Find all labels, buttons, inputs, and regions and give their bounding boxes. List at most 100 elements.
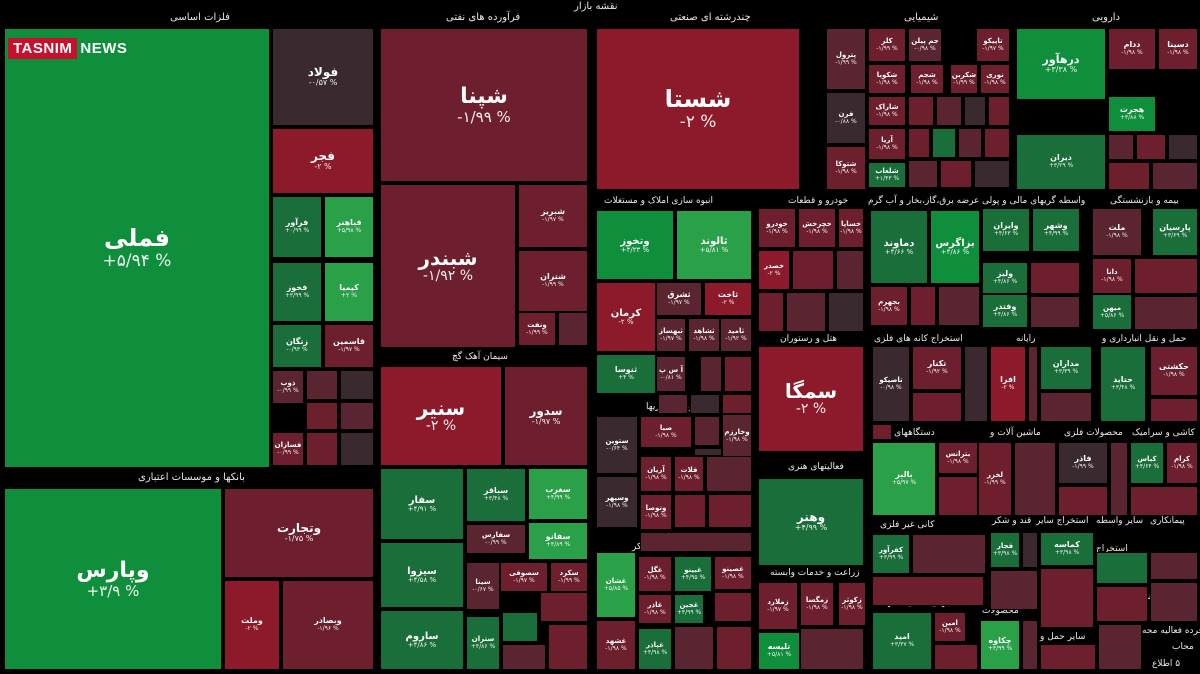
symbol-tile[interactable]: خچرخش -۱/۹۸ % <box>798 208 836 248</box>
symbol-tile[interactable]: سینا -۰/۶۷ % <box>466 562 500 610</box>
symbol-tile[interactable]: جم پیلن -۰/۹۸ % <box>908 28 942 62</box>
symbol-tile[interactable] <box>1108 134 1134 160</box>
symbol-tile[interactable]: ثشرق -۱/۹۷ % <box>656 282 702 316</box>
symbol-tile[interactable]: پترول -۱/۹۹ % <box>826 28 866 90</box>
symbol-tile[interactable]: تکنار -۱/۹۲ % <box>912 346 962 390</box>
symbol-tile[interactable] <box>908 128 930 158</box>
symbol-tile[interactable] <box>786 292 826 332</box>
symbol-tile[interactable] <box>974 160 1010 188</box>
symbol-tile[interactable]: ذوب -۰/۹۹ % <box>272 370 304 404</box>
symbol-tile[interactable]: وبصادر -۱/۹۶ % <box>282 580 374 670</box>
symbol-tile[interactable] <box>758 292 784 332</box>
symbol-tile[interactable]: سنیر -۲ % <box>380 366 502 466</box>
symbol-tile[interactable]: قاسمین -۱/۹۷ % <box>324 324 374 368</box>
symbol-tile[interactable]: شاراک -۱/۹۸ % <box>868 96 906 126</box>
symbol-tile[interactable] <box>716 626 752 670</box>
symbol-tile[interactable] <box>1022 532 1038 568</box>
symbol-tile[interactable] <box>722 394 752 414</box>
symbol-tile[interactable]: خساپا -۱/۹۸ % <box>838 208 864 248</box>
symbol-tile[interactable] <box>912 534 986 574</box>
symbol-tile[interactable]: وتوصا -۱/۹۸ % <box>640 494 672 530</box>
symbol-tile[interactable]: زکوثر -۱/۹۸ % <box>838 582 866 626</box>
symbol-tile[interactable]: تاپیکو -۱/۹۷ % <box>976 28 1010 62</box>
symbol-tile[interactable] <box>1040 392 1092 422</box>
symbol-tile[interactable]: بزاگرس +۴/۸۶ % <box>930 210 980 284</box>
symbol-tile[interactable] <box>558 312 588 346</box>
symbol-tile[interactable] <box>306 402 338 430</box>
symbol-tile[interactable]: افرا -۲ % <box>990 346 1026 422</box>
symbol-tile[interactable]: آریان -۱/۹۸ % <box>640 456 672 492</box>
symbol-tile[interactable] <box>1108 162 1150 190</box>
symbol-tile[interactable] <box>938 476 978 516</box>
symbol-tile[interactable] <box>1134 258 1198 294</box>
symbol-tile[interactable]: شجم -۱/۹۸ % <box>910 64 944 94</box>
symbol-tile[interactable]: غشان +۵/۸۵ % <box>596 552 636 618</box>
symbol-tile[interactable] <box>1110 442 1128 516</box>
symbol-tile[interactable]: ددام -۱/۹۸ % <box>1108 28 1156 70</box>
symbol-tile[interactable]: میهن +۵/۸۶ % <box>1092 294 1132 330</box>
symbol-tile[interactable] <box>340 370 374 400</box>
symbol-tile[interactable]: شکربن -۱/۹۹ % <box>950 64 978 94</box>
symbol-tile[interactable]: غپاذر +۴/۹۸ % <box>638 628 672 670</box>
symbol-tile[interactable]: وشهر +۴/۹۹ % <box>1032 208 1080 252</box>
symbol-tile[interactable]: غشهد -۱/۹۸ % <box>596 620 636 670</box>
symbol-tile[interactable]: تلیسه +۵/۸۱ % <box>758 632 800 670</box>
symbol-tile[interactable]: نوری -۱/۹۸ % <box>980 64 1010 94</box>
symbol-tile[interactable] <box>1030 296 1080 328</box>
symbol-tile[interactable]: ولیز +۴/۸۶ % <box>982 262 1028 294</box>
symbol-tile[interactable] <box>1130 486 1198 516</box>
symbol-tile[interactable] <box>1150 398 1198 422</box>
symbol-tile[interactable]: شتوکا -۱/۹۸ % <box>826 146 866 190</box>
symbol-tile[interactable]: وفتدر +۴/۸۶ % <box>982 294 1028 328</box>
symbol-tile[interactable]: ثاخت -۲ % <box>704 282 752 316</box>
symbol-tile[interactable] <box>1150 552 1198 580</box>
symbol-tile[interactable] <box>936 96 962 126</box>
symbol-tile[interactable] <box>990 570 1038 610</box>
symbol-tile[interactable]: کرام -۱/۹۸ % <box>1166 442 1198 484</box>
symbol-tile[interactable] <box>1168 134 1198 160</box>
symbol-tile[interactable]: فسازان -۰/۹۹ % <box>272 432 304 466</box>
symbol-tile[interactable]: غجین +۴/۹۹ % <box>674 594 704 624</box>
symbol-tile[interactable] <box>958 128 982 158</box>
symbol-tile[interactable]: فاذر -۱/۹۹ % <box>1058 442 1108 484</box>
symbol-tile[interactable] <box>910 286 936 326</box>
symbol-tile[interactable]: فرآور +۰/۹۹ % <box>272 196 322 258</box>
symbol-tile[interactable]: مداران +۳/۳۹ % <box>1040 346 1092 390</box>
symbol-tile[interactable] <box>708 494 752 528</box>
symbol-tile[interactable]: سفار +۴/۹۱ % <box>380 468 464 540</box>
symbol-tile[interactable] <box>1136 134 1166 160</box>
symbol-tile[interactable] <box>694 416 720 446</box>
symbol-tile[interactable]: پارسیان +۳/۶۹ % <box>1152 208 1198 256</box>
symbol-tile[interactable]: بترانس -۱/۹۸ % <box>938 442 978 474</box>
symbol-tile[interactable]: صبا -۱/۹۸ % <box>640 416 692 448</box>
symbol-tile[interactable]: ستوین -۰/۶۴ % <box>596 416 638 474</box>
symbol-tile[interactable]: وایران +۴/۶۳ % <box>982 208 1030 252</box>
symbol-tile[interactable]: شلعاب +۱/۴۳ % <box>868 162 906 188</box>
symbol-tile[interactable]: شبندر -۱/۹۲ % <box>380 184 516 348</box>
symbol-tile[interactable]: کماسه +۳/۹۸ % <box>1040 532 1094 566</box>
symbol-tile[interactable]: ثامید -۱/۹۲ % <box>720 318 752 352</box>
symbol-tile[interactable] <box>1030 262 1080 294</box>
symbol-tile[interactable] <box>502 612 538 642</box>
symbol-tile[interactable] <box>964 96 986 126</box>
symbol-tile[interactable] <box>940 160 972 188</box>
symbol-tile[interactable] <box>658 394 688 414</box>
symbol-tile[interactable]: کیاس +۴/۶۴ % <box>1130 442 1164 484</box>
symbol-tile[interactable] <box>1040 644 1096 670</box>
symbol-tile[interactable]: زمگسا -۱/۹۸ % <box>800 582 834 626</box>
symbol-tile[interactable] <box>674 494 706 528</box>
symbol-tile[interactable] <box>1152 162 1198 190</box>
symbol-tile[interactable]: خودرو -۱/۹۸ % <box>758 208 796 248</box>
symbol-tile[interactable] <box>640 532 752 552</box>
symbol-tile[interactable]: وخارزم -۱/۹۸ % <box>722 414 752 458</box>
symbol-tile[interactable] <box>800 628 864 670</box>
symbol-tile[interactable]: دسینا -۱/۹۸ % <box>1158 28 1198 70</box>
symbol-tile[interactable]: آ س پ -۰/۸۱ % <box>656 356 686 392</box>
symbol-tile[interactable] <box>872 424 892 440</box>
symbol-tile[interactable]: زملارد -۱/۹۷ % <box>758 582 798 630</box>
symbol-tile[interactable]: ثالوند +۵/۸۱ % <box>676 210 752 280</box>
symbol-tile[interactable] <box>1134 296 1198 330</box>
symbol-tile[interactable] <box>706 456 752 492</box>
symbol-tile[interactable]: شستا -۲ % <box>596 28 800 190</box>
symbol-tile[interactable]: وپارس +۳/۹ % <box>4 488 222 670</box>
